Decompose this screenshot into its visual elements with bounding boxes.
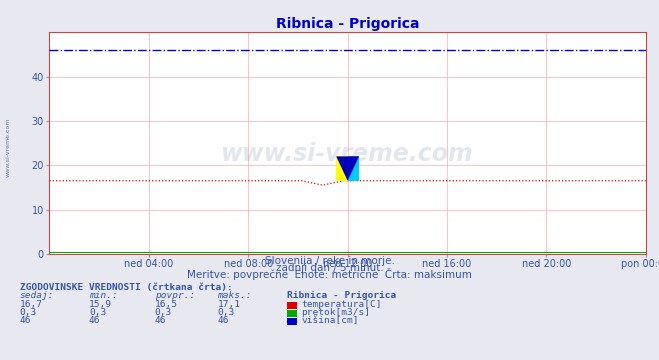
- Text: 46: 46: [155, 316, 166, 325]
- Text: 16,7: 16,7: [20, 300, 43, 309]
- Text: 17,1: 17,1: [217, 300, 241, 309]
- Text: višina[cm]: višina[cm]: [301, 316, 358, 325]
- Text: 46: 46: [20, 316, 31, 325]
- Text: povpr.:: povpr.:: [155, 291, 195, 300]
- Text: maks.:: maks.:: [217, 291, 252, 300]
- Text: pretok[m3/s]: pretok[m3/s]: [301, 308, 370, 317]
- Polygon shape: [336, 156, 359, 181]
- Text: sedaj:: sedaj:: [20, 291, 54, 300]
- Text: Ribnica - Prigorica: Ribnica - Prigorica: [287, 291, 396, 300]
- Text: ZGODOVINSKE VREDNOSTI (črtkana črta):: ZGODOVINSKE VREDNOSTI (črtkana črta):: [20, 283, 233, 292]
- Text: 0,3: 0,3: [217, 308, 235, 317]
- Text: 0,3: 0,3: [20, 308, 37, 317]
- Text: Meritve: povprečne  Enote: metrične  Črta: maksimum: Meritve: povprečne Enote: metrične Črta:…: [187, 268, 472, 280]
- Text: 0,3: 0,3: [89, 308, 106, 317]
- Bar: [348, 156, 359, 181]
- Text: www.si-vreme.com: www.si-vreme.com: [221, 142, 474, 166]
- Text: Slovenija / reke in morje.: Slovenija / reke in morje.: [264, 256, 395, 266]
- Bar: [336, 156, 348, 181]
- Text: 46: 46: [89, 316, 100, 325]
- Text: zadnji dan / 5 minut.: zadnji dan / 5 minut.: [275, 263, 384, 273]
- Text: temperatura[C]: temperatura[C]: [301, 300, 382, 309]
- Text: min.:: min.:: [89, 291, 118, 300]
- Text: 46: 46: [217, 316, 229, 325]
- Text: 0,3: 0,3: [155, 308, 172, 317]
- Text: 16,5: 16,5: [155, 300, 178, 309]
- Title: Ribnica - Prigorica: Ribnica - Prigorica: [276, 17, 419, 31]
- Text: www.si-vreme.com: www.si-vreme.com: [5, 118, 11, 177]
- Text: 15,9: 15,9: [89, 300, 112, 309]
